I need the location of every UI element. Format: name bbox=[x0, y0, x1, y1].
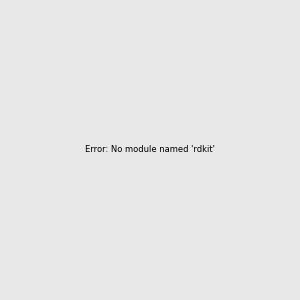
Text: Error: No module named 'rdkit': Error: No module named 'rdkit' bbox=[85, 146, 215, 154]
